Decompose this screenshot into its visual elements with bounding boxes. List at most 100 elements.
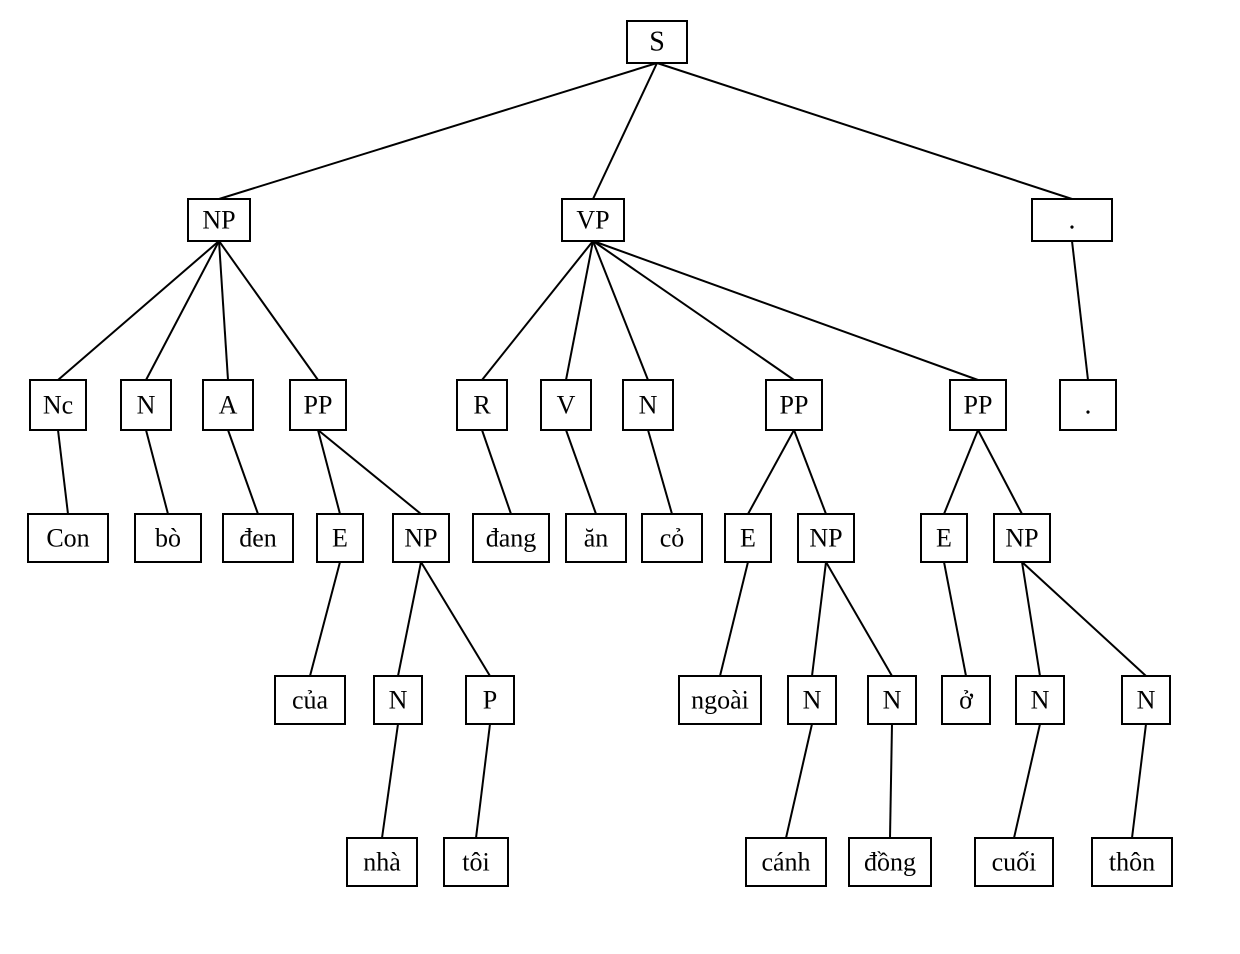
tree-node-label: NP — [404, 524, 437, 553]
tree-node: NP — [393, 514, 449, 562]
tree-node-label: V — [557, 391, 576, 420]
tree-node: NP — [188, 199, 250, 241]
tree-edge — [593, 63, 657, 199]
tree-node: S — [627, 21, 687, 63]
tree-edge — [382, 724, 398, 838]
tree-node-label: cuối — [992, 848, 1037, 877]
tree-node: ngoài — [679, 676, 761, 724]
tree-edge — [219, 241, 318, 380]
tree-edge — [1014, 724, 1040, 838]
tree-edge — [944, 562, 966, 676]
tree-node: N — [788, 676, 836, 724]
tree-node-label: ở — [959, 686, 974, 715]
tree-node-label: thôn — [1109, 848, 1155, 877]
tree-node: P — [466, 676, 514, 724]
tree-node-label: S — [649, 27, 665, 58]
tree-edge — [58, 241, 219, 380]
tree-node: E — [317, 514, 363, 562]
tree-node: N — [1016, 676, 1064, 724]
tree-edge — [812, 562, 826, 676]
tree-node-label: P — [483, 686, 497, 715]
tree-edge — [657, 63, 1072, 199]
tree-node: . — [1032, 199, 1112, 241]
tree-node: N — [374, 676, 422, 724]
tree-edge — [228, 430, 258, 514]
tree-node-label: Nc — [43, 391, 73, 420]
tree-node: cánh — [746, 838, 826, 886]
tree-node-label: PP — [964, 391, 993, 420]
tree-edge — [219, 241, 228, 380]
tree-node: V — [541, 380, 591, 430]
tree-node-label: . — [1085, 390, 1092, 421]
tree-edge — [398, 562, 421, 676]
tree-node-label: NP — [809, 524, 842, 553]
tree-edge — [1072, 241, 1088, 380]
tree-node-label: N — [639, 391, 658, 420]
tree-node-label: đồng — [864, 848, 916, 877]
tree-node-label: N — [803, 686, 822, 715]
tree-edge — [593, 241, 794, 380]
tree-node-label: PP — [304, 391, 333, 420]
tree-edge — [720, 562, 748, 676]
tree-node-label: bò — [155, 524, 181, 553]
tree-node-label: cánh — [761, 848, 810, 877]
tree-node: cỏ — [642, 514, 702, 562]
tree-edge — [978, 430, 1022, 514]
tree-node-label: NP — [1005, 524, 1038, 553]
tree-node: VP — [562, 199, 624, 241]
tree-edge — [1132, 724, 1146, 838]
tree-edge — [219, 63, 657, 199]
tree-node-label: E — [332, 524, 348, 553]
tree-node: N — [1122, 676, 1170, 724]
tree-node: đồng — [849, 838, 931, 886]
parse-tree-diagram: SNPVP.NcNAPPRVNPPPP.ConbòđenENPđangăncỏE… — [0, 0, 1240, 954]
tree-node-label: cỏ — [660, 524, 685, 553]
tree-node: Nc — [30, 380, 86, 430]
tree-node: NP — [798, 514, 854, 562]
tree-node: nhà — [347, 838, 417, 886]
tree-edge — [593, 241, 978, 380]
tree-edge — [476, 724, 490, 838]
tree-node: PP — [766, 380, 822, 430]
tree-edge — [826, 562, 892, 676]
tree-edge — [482, 241, 593, 380]
tree-edge — [794, 430, 826, 514]
tree-edge — [648, 430, 672, 514]
tree-node: E — [725, 514, 771, 562]
tree-node: đen — [223, 514, 293, 562]
tree-edge — [1022, 562, 1146, 676]
tree-node: đang — [473, 514, 549, 562]
tree-node-label: N — [1137, 686, 1156, 715]
tree-node: cuối — [975, 838, 1053, 886]
tree-node-label: PP — [780, 391, 809, 420]
nodes-layer: SNPVP.NcNAPPRVNPPPP.ConbòđenENPđangăncỏE… — [28, 21, 1172, 886]
tree-node: . — [1060, 380, 1116, 430]
tree-node: A — [203, 380, 253, 430]
tree-node-label: ăn — [584, 524, 609, 553]
tree-node: của — [275, 676, 345, 724]
tree-node: tôi — [444, 838, 508, 886]
tree-node-label: N — [389, 686, 408, 715]
tree-edge — [318, 430, 421, 514]
tree-node-label: N — [137, 391, 156, 420]
tree-node: ở — [942, 676, 990, 724]
tree-node-label: NP — [202, 206, 235, 235]
tree-node-label: E — [936, 524, 952, 553]
tree-edge — [146, 241, 219, 380]
tree-edge — [944, 430, 978, 514]
tree-node-label: N — [1031, 686, 1050, 715]
tree-edge — [593, 241, 648, 380]
tree-edge — [566, 430, 596, 514]
tree-node: E — [921, 514, 967, 562]
tree-node-label: Con — [46, 524, 89, 553]
tree-edge — [146, 430, 168, 514]
tree-edge — [566, 241, 593, 380]
tree-node-label: N — [883, 686, 902, 715]
tree-edge — [748, 430, 794, 514]
tree-edge — [890, 724, 892, 838]
tree-node: N — [868, 676, 916, 724]
tree-node: NP — [994, 514, 1050, 562]
tree-node: thôn — [1092, 838, 1172, 886]
tree-node-label: đang — [486, 524, 537, 553]
tree-node-label: . — [1069, 205, 1076, 236]
